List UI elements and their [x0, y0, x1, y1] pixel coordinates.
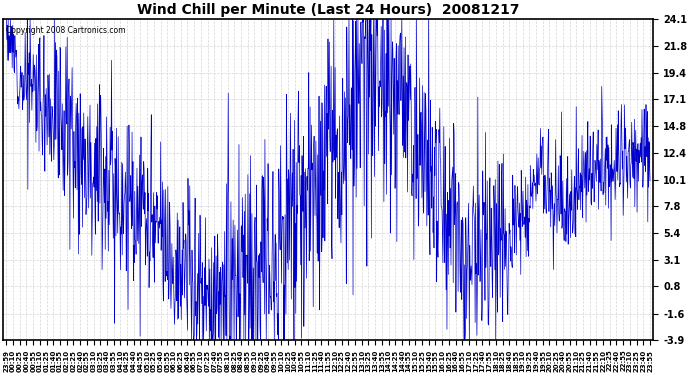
- Title: Wind Chill per Minute (Last 24 Hours)  20081217: Wind Chill per Minute (Last 24 Hours) 20…: [137, 3, 520, 17]
- Text: Copyright 2008 Cartronics.com: Copyright 2008 Cartronics.com: [6, 26, 126, 35]
